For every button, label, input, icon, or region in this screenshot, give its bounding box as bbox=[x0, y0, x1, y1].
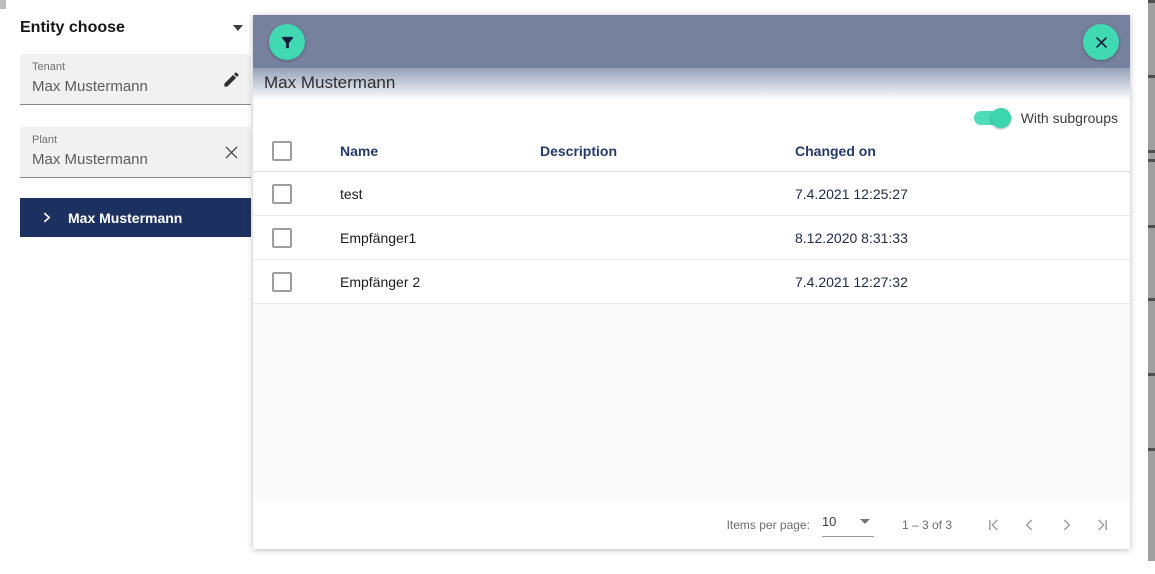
dialog-header-fade: Max Mustermann bbox=[253, 68, 1130, 105]
edit-icon[interactable] bbox=[222, 70, 241, 89]
table-row[interactable]: Empfänger 2 7.4.2021 12:27:32 bbox=[253, 260, 1130, 304]
last-page-icon bbox=[1098, 519, 1107, 531]
row-checkbox[interactable] bbox=[272, 227, 292, 248]
items-per-page-select[interactable]: 10 bbox=[821, 513, 874, 537]
paginator: Items per page: 10 1 – 3 of 3 bbox=[253, 501, 1130, 549]
pagination-nav bbox=[976, 507, 1120, 543]
sidebar-header: Entity choose bbox=[20, 14, 251, 42]
first-page-icon bbox=[989, 519, 998, 531]
cell-changed-on: 7.4.2021 12:27:32 bbox=[795, 273, 908, 290]
subgroups-toggle-row: With subgroups bbox=[253, 105, 1130, 131]
tree-item-max-mustermann[interactable]: Max Mustermann bbox=[20, 198, 251, 237]
cell-changed-on: 8.12.2020 8:31:33 bbox=[795, 229, 908, 246]
plant-field-text: Plant Max Mustermann bbox=[32, 134, 148, 169]
strip-tick bbox=[1148, 225, 1155, 228]
entity-sidebar: Entity choose Tenant Max Mustermann Plan… bbox=[20, 14, 251, 237]
strip-tick bbox=[1148, 298, 1155, 301]
chevron-right-icon bbox=[1063, 519, 1071, 531]
strip-tick bbox=[1148, 373, 1155, 376]
funnel-icon bbox=[281, 36, 293, 48]
cell-name: Empfänger 2 bbox=[340, 273, 421, 290]
clear-icon[interactable] bbox=[222, 143, 241, 162]
plant-field-value: Max Mustermann bbox=[32, 151, 148, 168]
table-empty-area bbox=[253, 304, 1130, 501]
strip-tick bbox=[1148, 448, 1155, 451]
table-row[interactable]: test 7.4.2021 12:25:27 bbox=[253, 172, 1130, 216]
column-header-name: Name bbox=[340, 143, 379, 159]
tree-item-label: Max Mustermann bbox=[68, 209, 183, 226]
row-checkbox[interactable] bbox=[272, 271, 292, 292]
underlying-page-fragment bbox=[0, 0, 6, 9]
close-button[interactable] bbox=[1083, 24, 1119, 60]
items-per-page-label: Items per page: bbox=[726, 518, 810, 532]
column-header-changed-on: Changed on bbox=[795, 143, 876, 159]
column-header-description: Description bbox=[540, 143, 618, 159]
select-all-checkbox[interactable] bbox=[272, 141, 292, 161]
close-x-icon bbox=[1095, 36, 1107, 48]
filter-button[interactable] bbox=[269, 24, 305, 60]
strip-tick bbox=[1148, 75, 1155, 78]
table-header-row: Name Description Changed on bbox=[253, 131, 1130, 172]
tenant-field-text: Tenant Max Mustermann bbox=[32, 61, 148, 96]
toggle-thumb bbox=[990, 108, 1011, 128]
items-per-page-value: 10 bbox=[821, 513, 837, 529]
cell-changed-on: 7.4.2021 12:25:27 bbox=[795, 185, 908, 202]
cell-name: test bbox=[340, 185, 363, 202]
tenant-field[interactable]: Tenant Max Mustermann bbox=[20, 54, 251, 105]
tenant-field-value: Max Mustermann bbox=[32, 78, 148, 95]
underlying-page-sliver bbox=[1148, 0, 1155, 561]
dialog-toolbar bbox=[253, 15, 1130, 68]
tenant-field-label: Tenant bbox=[32, 61, 66, 73]
plant-field-label: Plant bbox=[32, 134, 58, 146]
group-dialog: Max Mustermann With subgroups Name Descr… bbox=[253, 15, 1130, 549]
chevron-right-icon bbox=[40, 211, 53, 224]
cell-name: Empfänger1 bbox=[340, 229, 417, 246]
dialog-title: Max Mustermann bbox=[264, 73, 396, 92]
strip-tick bbox=[1148, 150, 1155, 153]
table-row[interactable]: Empfänger1 8.12.2020 8:31:33 bbox=[253, 216, 1130, 260]
plant-field[interactable]: Plant Max Mustermann bbox=[20, 127, 251, 178]
row-checkbox[interactable] bbox=[272, 183, 292, 204]
sidebar-title: Entity choose bbox=[20, 19, 125, 36]
with-subgroups-toggle[interactable] bbox=[973, 108, 1011, 128]
collapse-caret-icon[interactable] bbox=[233, 25, 243, 31]
next-page-button[interactable] bbox=[1048, 507, 1084, 543]
strip-tick bbox=[1148, 159, 1155, 162]
page-range-label: 1 – 3 of 3 bbox=[901, 518, 952, 532]
last-page-button[interactable] bbox=[1084, 507, 1120, 543]
first-page-button[interactable] bbox=[976, 507, 1012, 543]
toggle-label: With subgroups bbox=[1020, 110, 1118, 126]
strip-tick bbox=[1148, 0, 1155, 3]
caret-down-icon bbox=[859, 518, 870, 524]
previous-page-button[interactable] bbox=[1012, 507, 1048, 543]
chevron-left-icon bbox=[1025, 519, 1033, 531]
